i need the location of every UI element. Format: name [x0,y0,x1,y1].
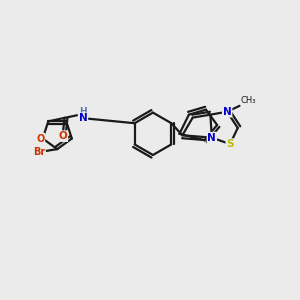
Text: H: H [79,107,87,116]
Text: N: N [79,113,87,123]
Text: N: N [208,133,216,142]
Text: CH₃: CH₃ [241,96,256,105]
Text: Br: Br [33,147,45,157]
Text: N: N [223,107,232,117]
Text: O: O [58,131,67,141]
Text: O: O [36,134,44,143]
Text: S: S [226,139,234,149]
